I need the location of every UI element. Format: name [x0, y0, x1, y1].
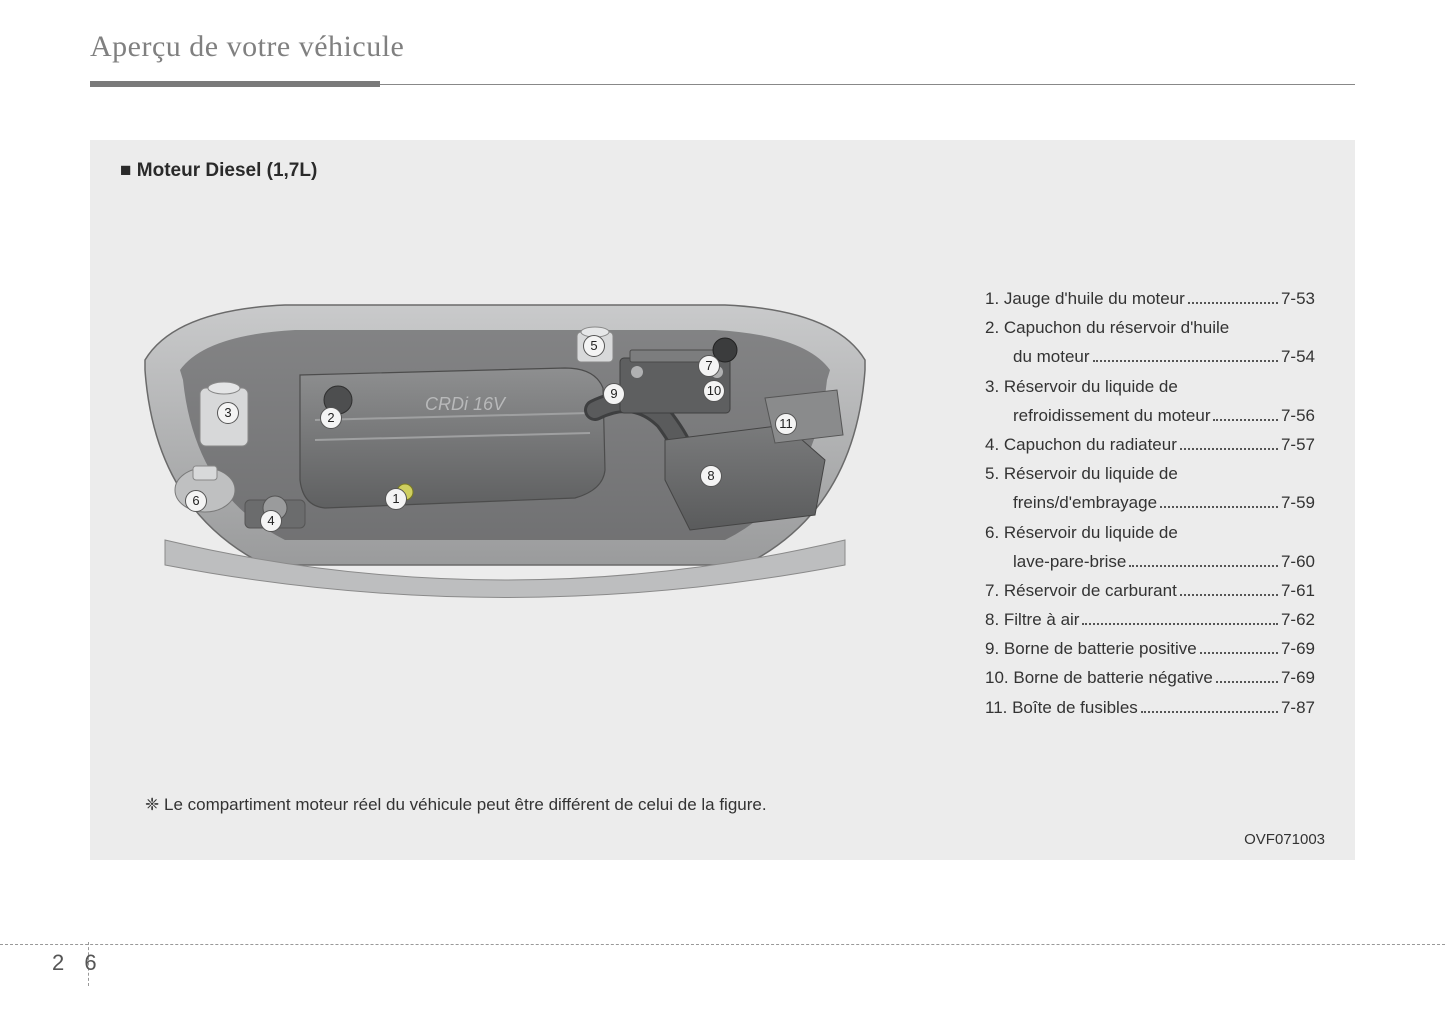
- callout-3: 3: [217, 402, 239, 424]
- page-footer: 2 6: [0, 944, 1445, 984]
- legend-label: 2. Capuchon du réservoir d'huile: [985, 314, 1229, 341]
- legend-dots: [1200, 652, 1278, 654]
- footnote-text: Le compartiment moteur réel du véhicule …: [164, 795, 767, 814]
- engine-diagram: CRDi 16V: [125, 280, 885, 630]
- legend-item-3-line1: 3. Réservoir du liquide de: [985, 373, 1315, 400]
- subtitle-bullet: ■: [120, 160, 137, 181]
- callout-8: 8: [700, 465, 722, 487]
- page-number: 2 6: [52, 950, 97, 976]
- legend-dots: [1213, 419, 1277, 421]
- page: Aperçu de votre véhicule ■ Moteur Diesel…: [0, 0, 1445, 1019]
- legend-dots: [1180, 448, 1278, 450]
- callout-4: 4: [260, 510, 282, 532]
- legend-page: 7-69: [1281, 635, 1315, 662]
- legend-dots: [1129, 565, 1278, 567]
- footer-rule: [0, 944, 1445, 945]
- legend-item-10: 10. Borne de batterie négative 7-69: [985, 664, 1315, 691]
- callout-10: 10: [703, 380, 725, 402]
- legend-item-5-line1: 5. Réservoir du liquide de: [985, 460, 1315, 487]
- callout-7: 7: [698, 355, 720, 377]
- legend-page: 7-61: [1281, 577, 1315, 604]
- legend-label: 4. Capuchon du radiateur: [985, 431, 1177, 458]
- footnote: ❈ Le compartiment moteur réel du véhicul…: [145, 795, 767, 815]
- footnote-symbol: ❈: [145, 795, 159, 814]
- legend-item-6-line1: 6. Réservoir du liquide de: [985, 519, 1315, 546]
- section-subtitle: ■ Moteur Diesel (1,7L): [120, 160, 1325, 182]
- callout-1: 1: [385, 488, 407, 510]
- legend-page: 7-60: [1281, 548, 1315, 575]
- legend-label: 3. Réservoir du liquide de: [985, 373, 1178, 400]
- legend-item-6-line2: lave-pare-brise 7-60: [985, 548, 1315, 575]
- legend-label: 11. Boîte de fusibles: [985, 694, 1138, 721]
- legend-page: 7-57: [1281, 431, 1315, 458]
- subtitle-text: Moteur Diesel (1,7L): [137, 160, 318, 181]
- legend-dots: [1141, 711, 1278, 713]
- legend-dots: [1180, 594, 1278, 596]
- legend-label-cont: lave-pare-brise: [985, 548, 1126, 575]
- section-number: 2: [52, 950, 64, 975]
- callout-2: 2: [320, 407, 342, 429]
- legend-page: 7-56: [1281, 402, 1315, 429]
- legend-item-7: 7. Réservoir de carburant 7-61: [985, 577, 1315, 604]
- legend-item-2-line1: 2. Capuchon du réservoir d'huile: [985, 314, 1315, 341]
- legend-item-3-line2: refroidissement du moteur 7-56: [985, 402, 1315, 429]
- legend-page: 7-54: [1281, 343, 1315, 370]
- page-header: Aperçu de votre véhicule: [90, 30, 1355, 85]
- legend-label: 1. Jauge d'huile du moteur: [985, 285, 1185, 312]
- legend-item-1: 1. Jauge d'huile du moteur 7-53: [985, 285, 1315, 312]
- legend-dots: [1160, 506, 1278, 508]
- callout-5: 5: [583, 335, 605, 357]
- legend-item-11: 11. Boîte de fusibles 7-87: [985, 694, 1315, 721]
- legend-label-cont: refroidissement du moteur: [985, 402, 1210, 429]
- page-title: Aperçu de votre véhicule: [90, 30, 1355, 64]
- legend-page: 7-53: [1281, 285, 1315, 312]
- legend-item-4: 4. Capuchon du radiateur 7-57: [985, 431, 1315, 458]
- legend-dots: [1093, 360, 1278, 362]
- legend-label: 6. Réservoir du liquide de: [985, 519, 1178, 546]
- header-accent-bar: [90, 81, 380, 87]
- legend-item-9: 9. Borne de batterie positive 7-69: [985, 635, 1315, 662]
- legend-dots: [1216, 681, 1278, 683]
- engine-illustration: CRDi 16V: [125, 280, 885, 630]
- callout-6: 6: [185, 490, 207, 512]
- legend-item-5-line2: freins/d'embrayage 7-59: [985, 489, 1315, 516]
- legend-label: 5. Réservoir du liquide de: [985, 460, 1178, 487]
- legend-page: 7-62: [1281, 606, 1315, 633]
- legend-list: 1. Jauge d'huile du moteur 7-53 2. Capucho…: [985, 285, 1315, 723]
- legend-label: 7. Réservoir de carburant: [985, 577, 1177, 604]
- legend-dots: [1082, 623, 1277, 625]
- legend-page: 7-59: [1281, 489, 1315, 516]
- legend-label: 8. Filtre à air: [985, 606, 1079, 633]
- legend-page: 7-69: [1281, 664, 1315, 691]
- callout-9: 9: [603, 383, 625, 405]
- content-panel: ■ Moteur Diesel (1,7L): [90, 140, 1355, 860]
- page-number-value: 6: [84, 950, 96, 975]
- legend-label: 10. Borne de batterie négative: [985, 664, 1213, 691]
- legend-label-cont: freins/d'embrayage: [985, 489, 1157, 516]
- legend-item-2-line2: du moteur 7-54: [985, 343, 1315, 370]
- engine-cover-label: CRDi 16V: [425, 394, 507, 414]
- legend-label: 9. Borne de batterie positive: [985, 635, 1197, 662]
- callout-11: 11: [775, 413, 797, 435]
- legend-label-cont: du moteur: [985, 343, 1090, 370]
- reference-code: OVF071003: [1244, 831, 1325, 848]
- legend-page: 7-87: [1281, 694, 1315, 721]
- legend-item-8: 8. Filtre à air 7-62: [985, 606, 1315, 633]
- legend-dots: [1188, 302, 1278, 304]
